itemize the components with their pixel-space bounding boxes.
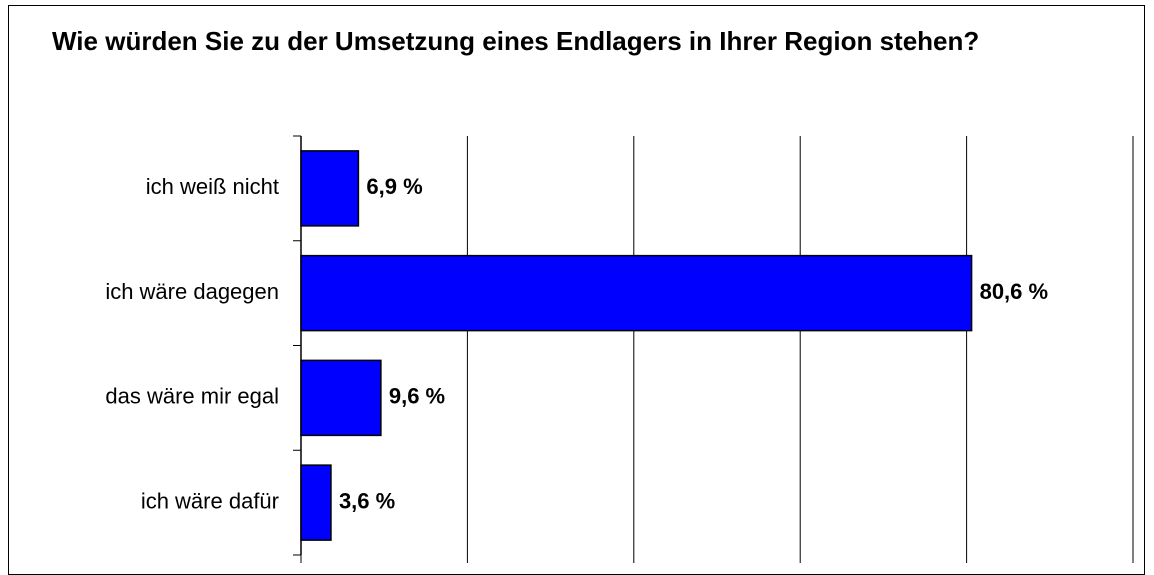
chart: ich weiß nicht 6,9 % ich wäre dagegen 80,6 …	[105, 135, 1134, 563]
page: {"chart_data": {"type": "bar", "orientat…	[8, 5, 1145, 575]
value-label: 6,9 %	[366, 174, 422, 199]
bar	[300, 464, 332, 541]
y-tick-label: ich weiß nicht	[146, 174, 279, 199]
bar	[300, 359, 382, 437]
chart-title: Wie würden Sie zu der Umsetzung eines En…	[52, 26, 980, 56]
y-tick-label: das wäre mir egal	[105, 384, 279, 409]
y-tick-label: ich wäre dagegen	[105, 279, 279, 304]
bar	[300, 150, 360, 227]
value-label: 80,6 %	[980, 279, 1049, 304]
value-label: 9,6 %	[389, 384, 445, 409]
value-label: 3,6 %	[339, 488, 395, 513]
bar	[300, 254, 973, 332]
y-tick-label: ich wäre dafür	[141, 488, 279, 513]
